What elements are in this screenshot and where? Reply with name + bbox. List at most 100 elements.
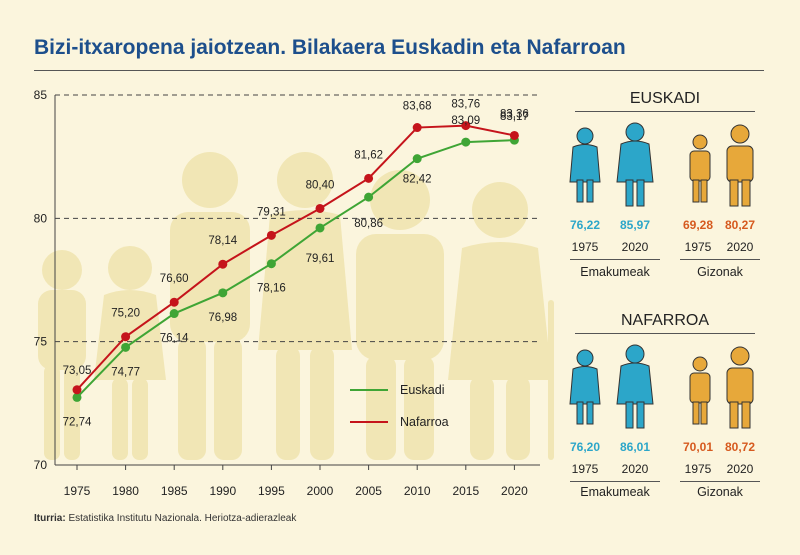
data-label: 82,42 [403, 174, 432, 186]
man-icon [726, 124, 754, 207]
group-label-women: Emakumeak [580, 265, 650, 279]
x-tick-label: 2020 [501, 484, 528, 498]
y-tick-label: 85 [34, 88, 48, 102]
legend-label: Nafarroa [400, 415, 449, 429]
stat-men-2020: 80,72 [724, 440, 756, 454]
stat-women-1975: 76,20 [569, 440, 601, 454]
stat-men-2020: 80,27 [724, 218, 756, 232]
data-label: 83,68 [403, 101, 432, 113]
x-tick-label: 1995 [258, 484, 285, 498]
year-label: 2020 [621, 240, 649, 254]
group-divider [570, 481, 660, 482]
source-note: Iturria: Estatistika Institutu Nazionala… [34, 513, 296, 524]
y-axis: 70 75 80 85 [34, 88, 56, 472]
source-label: Iturria: [34, 513, 66, 524]
data-label: 83,17 [500, 111, 529, 123]
x-tick-label: 1980 [112, 484, 139, 498]
data-point [509, 130, 519, 140]
data-point [72, 385, 82, 395]
source-text: Estatistika Institutu Nazionala. Heriotz… [68, 513, 297, 524]
data-point [72, 392, 82, 402]
data-label: 74,77 [111, 366, 140, 378]
data-label: 78,16 [257, 283, 286, 295]
year-label: 2020 [621, 462, 649, 476]
title-divider [34, 70, 764, 71]
panel-title: EUSKADI [629, 90, 701, 107]
data-point [218, 259, 228, 269]
x-tick-label: 2000 [307, 484, 334, 498]
x-tick-label: 1990 [209, 484, 236, 498]
data-label: 75,20 [111, 308, 140, 320]
data-point [412, 154, 422, 164]
panel-divider [575, 333, 755, 334]
data-label: 76,60 [160, 273, 189, 285]
year-label: 1975 [571, 240, 599, 254]
year-label: 2020 [726, 240, 754, 254]
boy-icon [689, 134, 711, 203]
stat-men-1975: 69,28 [682, 218, 714, 232]
data-label: 76,14 [160, 333, 189, 345]
group-divider [680, 259, 760, 260]
data-label: 83,36 [500, 108, 529, 120]
year-label: 2020 [726, 462, 754, 476]
panel-figures [569, 122, 754, 207]
data-point [461, 121, 471, 131]
group-label-men: Gizonak [697, 265, 743, 279]
data-label: 83,76 [451, 99, 480, 111]
year-label: 1975 [684, 462, 712, 476]
data-point [169, 297, 179, 307]
data-label: 81,62 [354, 149, 383, 161]
stat-women-1975: 76,22 [569, 218, 601, 232]
chart-title: Bizi-itxaropena jaiotzean. Bilakaera Eus… [34, 36, 626, 59]
x-tick-label: 1985 [161, 484, 188, 498]
data-point [121, 332, 131, 342]
series-layer [72, 121, 519, 402]
group-label-women: Emakumeak [580, 485, 650, 499]
data-label: 79,31 [257, 206, 286, 218]
data-point [412, 123, 422, 133]
data-label: 80,86 [354, 218, 383, 230]
legend-label: Euskadi [400, 383, 444, 397]
data-label: 78,14 [208, 235, 237, 247]
data-labels: 72,74 74,77 76,14 76,98 78,16 79,61 80,86 82,42… [63, 99, 529, 429]
data-label: 83,09 [451, 115, 480, 127]
elderly-woman-icon [616, 122, 654, 207]
stat-men-1975: 70,01 [682, 440, 714, 454]
data-label: 73,05 [63, 365, 92, 377]
y-tick-label: 70 [34, 458, 48, 472]
series-line-nafarroa [76, 124, 515, 391]
panel-title: NAFARROA [620, 312, 709, 329]
data-label: 79,61 [306, 253, 335, 265]
data-point [169, 309, 179, 319]
group-divider [680, 481, 760, 482]
group-label-men: Gizonak [697, 485, 743, 499]
data-point [461, 137, 471, 147]
data-point [218, 288, 228, 298]
woman-icon [569, 349, 601, 425]
background-people-silhouettes [38, 152, 554, 460]
data-label: 80,40 [306, 179, 335, 191]
group-divider [570, 259, 660, 260]
panel-figures [569, 344, 754, 429]
data-point [315, 203, 325, 213]
woman-icon [569, 127, 601, 203]
boy-icon [689, 356, 711, 425]
x-tick-label: 2005 [355, 484, 382, 498]
x-tick-label: 1975 [64, 484, 91, 498]
data-point [315, 223, 325, 233]
x-axis: 1975 1980 1985 1990 1995 2000 2005 2010 2015 2020 [55, 464, 540, 498]
stat-women-2020: 85,97 [619, 218, 651, 232]
data-point [121, 342, 131, 352]
elderly-woman-icon [616, 344, 654, 429]
data-point [364, 173, 374, 183]
man-icon [726, 346, 754, 429]
data-point [266, 259, 276, 269]
panel-divider [575, 111, 755, 112]
series-line-euskadi [76, 139, 515, 399]
data-label: 76,98 [208, 312, 237, 324]
data-point [266, 230, 276, 240]
chart-legend: Euskadi Nafarroa [350, 383, 449, 429]
x-tick-label: 2015 [452, 484, 479, 498]
x-tick-label: 2010 [404, 484, 431, 498]
